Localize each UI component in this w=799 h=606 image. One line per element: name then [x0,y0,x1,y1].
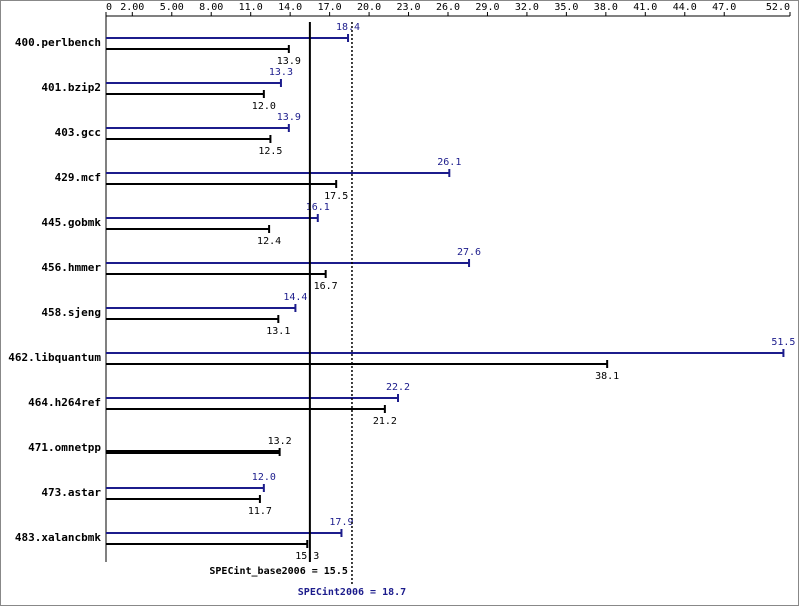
value-label: 26.1 [437,157,461,168]
value-label: 13.2 [268,436,292,447]
category-label: 400.perlbench [15,36,101,49]
value-label: 13.1 [266,326,290,337]
summary-label: SPECint2006 = 18.7 [298,586,406,598]
x-tick-label: 23.0 [396,2,420,13]
x-tick-label: 17.0 [318,2,342,13]
x-tick-label: 38.0 [594,2,618,13]
x-tick-label: 11.0 [239,2,263,13]
x-tick-label: 0 [106,2,112,13]
value-label: 17.5 [324,191,348,202]
value-label: 13.9 [277,56,301,67]
x-tick-label: 29.0 [475,2,499,13]
x-tick-label: 8.00 [199,2,223,13]
category-label: 473.astar [41,486,101,499]
value-label: 21.2 [373,416,397,427]
value-label: 12.0 [252,101,276,112]
x-tick-label: 47.0 [712,2,736,13]
x-tick-label: 41.0 [633,2,657,13]
value-label: 12.4 [257,236,281,247]
value-label: 16.7 [314,281,338,292]
category-label: 403.gcc [55,126,101,139]
x-tick-label: 2.00 [120,2,144,13]
value-label: 38.1 [595,371,619,382]
value-label: 27.6 [457,247,481,258]
x-tick-label: 20.0 [357,2,381,13]
category-label: 483.xalancbmk [15,531,101,544]
summary-label: SPECint_base2006 = 15.5 [209,565,347,577]
category-label: 429.mcf [55,171,101,184]
category-label: 456.hmmer [41,261,101,274]
value-label: 15.3 [295,551,319,562]
x-tick-label: 35.0 [554,2,578,13]
x-tick-label: 32.0 [515,2,539,13]
value-label: 11.7 [248,506,272,517]
category-label: 471.omnetpp [28,441,101,454]
value-label: 14.4 [283,292,307,303]
value-label: 22.2 [386,382,410,393]
category-label: 458.sjeng [41,306,101,319]
value-label: 18.4 [336,22,360,33]
category-label: 401.bzip2 [41,81,101,94]
category-label: 464.h264ref [28,396,101,409]
category-label: 462.libquantum [8,351,101,364]
value-label: 17.9 [329,517,353,528]
x-tick-label: 26.0 [436,2,460,13]
x-tick-label: 52.0 [766,2,790,13]
value-label: 16.1 [306,202,330,213]
value-label: 12.0 [252,472,276,483]
x-tick-label: 14.0 [278,2,302,13]
x-tick-label: 5.00 [160,2,184,13]
category-label: 445.gobmk [41,216,101,229]
value-label: 13.3 [269,67,293,78]
value-label: 13.9 [277,112,301,123]
x-tick-label: 44.0 [673,2,697,13]
value-label: 12.5 [258,146,282,157]
value-label: 51.5 [771,337,795,348]
